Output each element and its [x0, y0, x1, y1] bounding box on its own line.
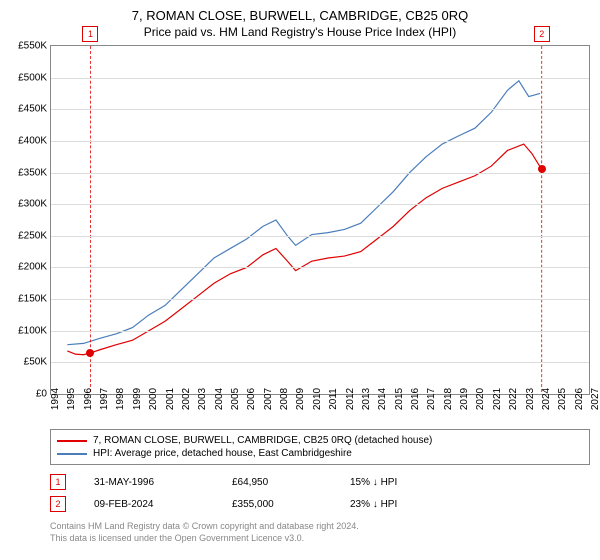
chart-plot-area: £0£50K£100K£150K£200K£250K£300K£350K£400…	[50, 45, 590, 395]
y-axis-label: £100K	[18, 325, 51, 336]
legend-item: 7, ROMAN CLOSE, BURWELL, CAMBRIDGE, CB25…	[57, 434, 583, 447]
x-axis-label: 2003	[197, 388, 208, 410]
x-axis-label: 2017	[426, 388, 437, 410]
x-axis-label: 2021	[492, 388, 503, 410]
sale-point-dot	[538, 165, 546, 173]
sale-row: 1 31-MAY-1996 £64,950 15% ↓ HPI	[50, 471, 590, 493]
y-gridline	[51, 236, 589, 237]
y-axis-label: £300K	[18, 199, 51, 210]
footer-attribution: Contains HM Land Registry data © Crown c…	[50, 521, 590, 544]
x-axis-label: 2013	[361, 388, 372, 410]
y-gridline	[51, 173, 589, 174]
y-axis-label: £150K	[18, 294, 51, 305]
sale-point-dot	[86, 349, 94, 357]
y-gridline	[51, 141, 589, 142]
sales-table: 1 31-MAY-1996 £64,950 15% ↓ HPI 2 09-FEB-2024…	[50, 471, 590, 515]
x-axis-label: 2000	[148, 388, 159, 410]
x-axis-label: 1997	[99, 388, 110, 410]
sale-marker-box: 2	[534, 26, 550, 42]
y-axis-label: £200K	[18, 262, 51, 273]
legend-label: HPI: Average price, detached house, East…	[93, 448, 352, 459]
legend-swatch	[57, 453, 87, 455]
y-axis-label: £450K	[18, 104, 51, 115]
legend-item: HPI: Average price, detached house, East…	[57, 447, 583, 460]
y-gridline	[51, 204, 589, 205]
y-gridline	[51, 299, 589, 300]
x-axis-label: 2014	[377, 388, 388, 410]
x-axis-label: 2007	[263, 388, 274, 410]
y-gridline	[51, 331, 589, 332]
sale-row: 2 09-FEB-2024 £355,000 23% ↓ HPI	[50, 493, 590, 515]
x-axis-label: 2016	[410, 388, 421, 410]
line-chart-svg	[51, 46, 589, 394]
x-axis-label: 2011	[328, 388, 339, 410]
x-axis-label: 2020	[475, 388, 486, 410]
y-axis-label: £50K	[24, 357, 51, 368]
x-axis-label: 1999	[132, 388, 143, 410]
x-axis-label: 2019	[459, 388, 470, 410]
x-axis-label: 1998	[115, 388, 126, 410]
x-axis-label: 2010	[312, 388, 323, 410]
y-axis-label: £250K	[18, 230, 51, 241]
sale-row-marker: 2	[50, 496, 66, 512]
sale-price: £355,000	[232, 499, 322, 510]
sale-date: 31-MAY-1996	[94, 477, 204, 488]
x-axis-label: 2008	[279, 388, 290, 410]
sale-hpi-diff: 23% ↓ HPI	[350, 499, 397, 510]
x-axis-label: 2023	[525, 388, 536, 410]
x-axis-label: 1994	[50, 388, 61, 410]
x-axis-label: 2015	[394, 388, 405, 410]
x-axis-labels: 1994199519961997199819992000200120022003…	[50, 395, 590, 425]
sale-row-marker: 1	[50, 474, 66, 490]
y-gridline	[51, 362, 589, 363]
x-axis-label: 2018	[443, 388, 454, 410]
sale-date: 09-FEB-2024	[94, 499, 204, 510]
x-axis-label: 1995	[66, 388, 77, 410]
x-axis-label: 2025	[557, 388, 568, 410]
x-axis-label: 1996	[83, 388, 94, 410]
x-axis-label: 2004	[214, 388, 225, 410]
y-axis-label: £350K	[18, 167, 51, 178]
x-axis-label: 2001	[165, 388, 176, 410]
x-axis-label: 2002	[181, 388, 192, 410]
x-axis-label: 2024	[541, 388, 552, 410]
sale-marker-box: 1	[82, 26, 98, 42]
sale-hpi-diff: 15% ↓ HPI	[350, 477, 397, 488]
legend-swatch	[57, 440, 87, 442]
x-axis-label: 2005	[230, 388, 241, 410]
footer-line2: This data is licensed under the Open Gov…	[50, 533, 590, 545]
series-line-hpi	[67, 81, 540, 345]
x-axis-label: 2009	[295, 388, 306, 410]
chart-title: 7, ROMAN CLOSE, BURWELL, CAMBRIDGE, CB25…	[0, 0, 600, 23]
x-axis-label: 2027	[590, 388, 600, 410]
footer-line1: Contains HM Land Registry data © Crown c…	[50, 521, 590, 533]
x-axis-label: 2026	[574, 388, 585, 410]
y-axis-label: £400K	[18, 135, 51, 146]
y-axis-label: £0	[36, 389, 51, 400]
x-axis-label: 2022	[508, 388, 519, 410]
sale-price: £64,950	[232, 477, 322, 488]
y-axis-label: £550K	[18, 41, 51, 52]
x-axis-label: 2012	[345, 388, 356, 410]
x-axis-label: 2006	[246, 388, 257, 410]
legend-label: 7, ROMAN CLOSE, BURWELL, CAMBRIDGE, CB25…	[93, 435, 432, 446]
y-axis-label: £500K	[18, 72, 51, 83]
y-gridline	[51, 78, 589, 79]
y-gridline	[51, 267, 589, 268]
y-gridline	[51, 109, 589, 110]
legend: 7, ROMAN CLOSE, BURWELL, CAMBRIDGE, CB25…	[50, 429, 590, 465]
